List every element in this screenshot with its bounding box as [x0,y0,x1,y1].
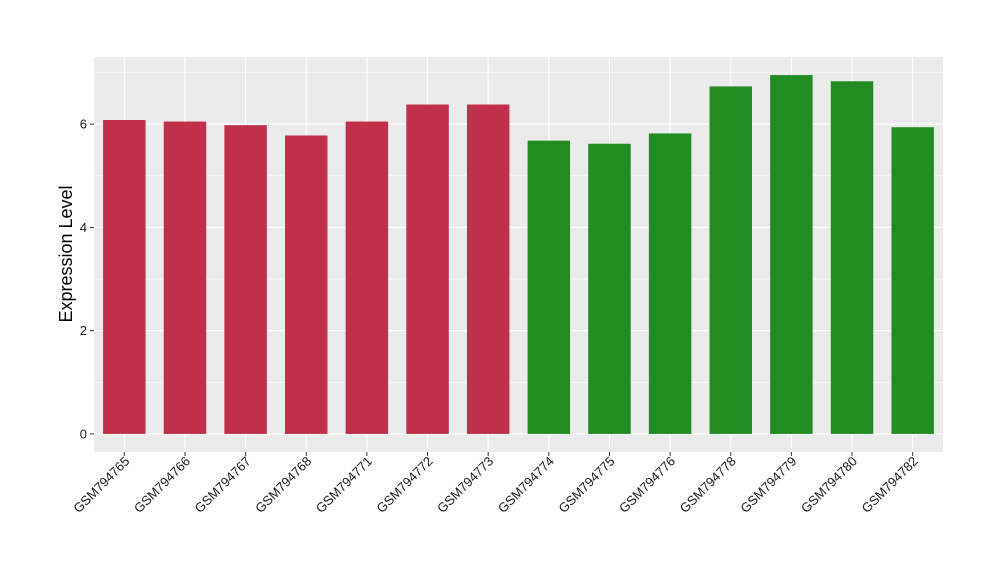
y-tick-label: 4 [80,220,87,235]
x-tick-label: GSM794779 [737,454,799,516]
x-tick-label: GSM794765 [70,454,132,516]
x-tick-label: GSM794780 [798,454,860,516]
x-tick-label: GSM794775 [555,454,617,516]
bar-GSM794778 [709,86,752,434]
y-tick-label: 0 [80,426,87,441]
y-axis: 0 2 4 6 [80,117,94,441]
bar-GSM794766 [163,121,207,434]
bar-GSM794776 [648,133,692,434]
bar-GSM794782 [891,127,934,434]
x-tick-label: GSM794768 [252,454,314,516]
bar-GSM794771 [345,121,389,434]
bar-GSM794773 [466,104,510,434]
x-tick-label: GSM794773 [434,454,496,516]
bar-GSM794772 [406,104,449,434]
x-tick-label: GSM794774 [495,454,557,516]
y-axis-title: Expression Level [56,185,76,322]
x-tick-label: GSM794772 [373,454,435,516]
x-tick-label: GSM794782 [859,454,921,516]
bars [103,75,934,434]
x-tick-label: GSM794767 [192,454,254,516]
bar-GSM794768 [285,135,328,434]
bar-GSM794767 [224,125,267,434]
x-tick-label: GSM794766 [131,454,193,516]
x-tick-label: GSM794778 [677,454,739,516]
x-tick-label: GSM794771 [313,454,375,516]
y-tick-label: 2 [80,323,87,338]
x-axis: GSM794765GSM794766GSM794767GSM794768GSM7… [70,452,921,516]
x-tick-label: GSM794776 [616,454,678,516]
plot-panel [94,57,943,452]
bar-GSM794780 [830,81,874,434]
y-tick-label: 6 [80,117,87,132]
bar-GSM794775 [588,143,631,434]
bar-GSM794779 [770,75,813,434]
bar-GSM794774 [527,140,571,434]
bar-GSM794765 [103,119,146,434]
